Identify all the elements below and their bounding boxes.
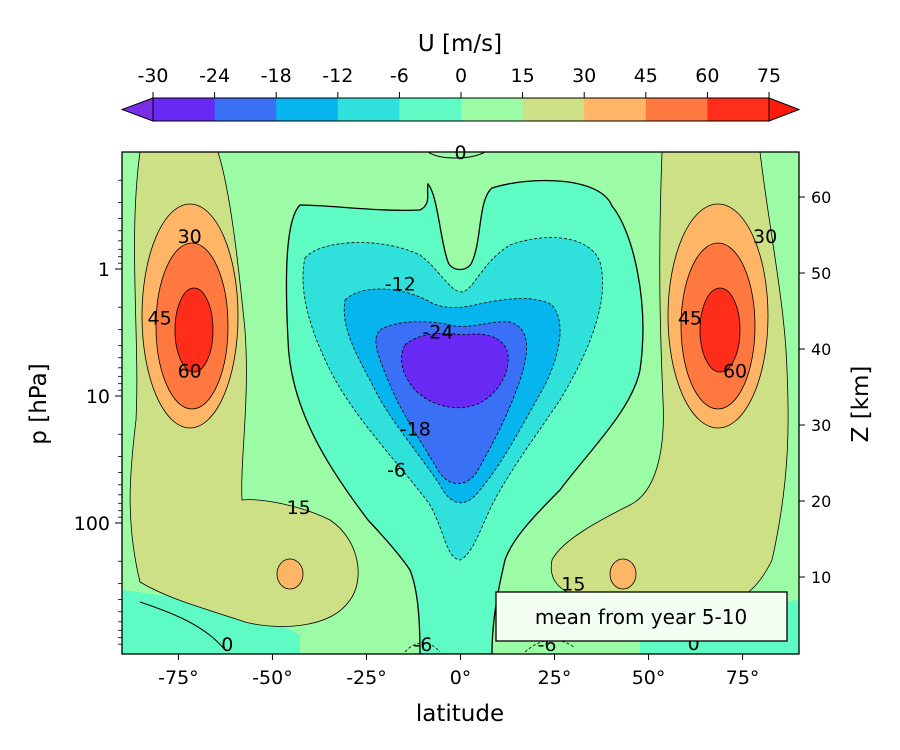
contour-minus6-bottom <box>404 642 441 653</box>
colorbar-segment <box>645 98 708 121</box>
contour-label: -24 <box>422 321 453 343</box>
y-right-tick-label: 30 <box>811 416 831 435</box>
colorbar-segment <box>276 98 339 121</box>
colorbar-tick-label: 75 <box>757 65 781 87</box>
colorbar-segment <box>153 98 216 121</box>
colorbar-tick-label: -12 <box>322 65 353 87</box>
colorbar-segment <box>214 98 277 121</box>
colorbar-segment <box>461 98 524 121</box>
x-tick-label: 50° <box>632 667 666 689</box>
contour-label: 45 <box>678 307 702 329</box>
contour-label: 60 <box>723 361 747 383</box>
fill-blob-right <box>609 558 637 590</box>
x-axis: -75° -50° -25° 0° 25° 50° 75° <box>158 654 759 689</box>
y-right-tick-label: 40 <box>811 340 831 359</box>
contour-0-top <box>427 152 486 159</box>
x-tick-label: -75° <box>158 667 199 689</box>
contour-label: 30 <box>753 226 777 248</box>
contour-label: 15 <box>561 574 585 596</box>
y-right-tick-label: 60 <box>811 188 831 207</box>
contour-0-bottom-left <box>139 601 226 651</box>
y-right-tick-label: 10 <box>811 568 831 587</box>
fill-jet-60-75-left <box>174 287 214 373</box>
x-tick-label: 75° <box>726 667 760 689</box>
y-axis-right-label: Z [km] <box>848 366 874 443</box>
colorbar-label: U [m/s] <box>418 31 502 57</box>
colorbar-tick-label: 0 <box>455 65 467 87</box>
colorbar-segment <box>399 98 462 121</box>
y-axis-right: 10 20 30 40 50 60 <box>799 188 831 587</box>
colorbar-tick-label: -18 <box>261 65 292 87</box>
y-axis-left-label: p [hPa] <box>26 363 52 444</box>
colorbar-tick-label: 15 <box>511 65 535 87</box>
contour-label: -12 <box>385 273 416 295</box>
y-right-tick-label: 50 <box>811 264 831 283</box>
y-left-tick-label: 100 <box>74 513 110 535</box>
colorbar-segment <box>584 98 647 121</box>
annotation-box: mean from year 5-10 <box>495 591 788 642</box>
x-tick-label: 25° <box>538 667 572 689</box>
x-tick-label: -25° <box>346 667 387 689</box>
x-tick-label: 0° <box>450 667 472 689</box>
contour-label: -18 <box>400 418 431 440</box>
contour-label: 60 <box>178 361 202 383</box>
y-left-tick-label: 10 <box>86 386 110 408</box>
y-left-tick-label: 1 <box>98 259 110 281</box>
y-axis-left: 1 10 100 <box>74 179 122 645</box>
fill-zone-minus6-0 <box>122 590 300 654</box>
colorbar-extend-max <box>768 97 801 122</box>
contour-label: 0 <box>221 634 233 656</box>
colorbar-segment <box>522 98 585 121</box>
colorbar-tick-label: 45 <box>634 65 658 87</box>
fill-jet-60-75-right <box>699 287 741 373</box>
annotation-text: mean from year 5-10 <box>535 605 747 629</box>
contour-label: -6 <box>387 460 406 482</box>
colorbar-tick-label: -6 <box>390 65 409 87</box>
colorbar-tick-label: -24 <box>199 65 230 87</box>
contour-label: 45 <box>148 307 172 329</box>
contour-minus6-bottom-right <box>524 639 576 653</box>
contour-label: 0 <box>454 142 466 164</box>
fill-blob-left <box>276 558 304 590</box>
colorbar: -30 -24 -18 -12 -6 0 15 30 45 60 75 <box>120 65 801 122</box>
contour-label: 30 <box>178 226 202 248</box>
contour-label: 15 <box>287 497 311 519</box>
colorbar-tick-label: 30 <box>572 65 596 87</box>
x-tick-label: -50° <box>252 667 293 689</box>
y-right-tick-label: 20 <box>811 492 831 511</box>
colorbar-tick-label: 60 <box>695 65 719 87</box>
colorbar-segment <box>707 98 770 121</box>
colorbar-extend-min <box>120 97 154 122</box>
contour-label: -6 <box>413 634 432 656</box>
fill-zone-below-minus24 <box>401 333 509 409</box>
x-axis-label: latitude <box>416 701 504 727</box>
colorbar-segment <box>337 98 400 121</box>
colorbar-tick-label: -30 <box>137 65 168 87</box>
